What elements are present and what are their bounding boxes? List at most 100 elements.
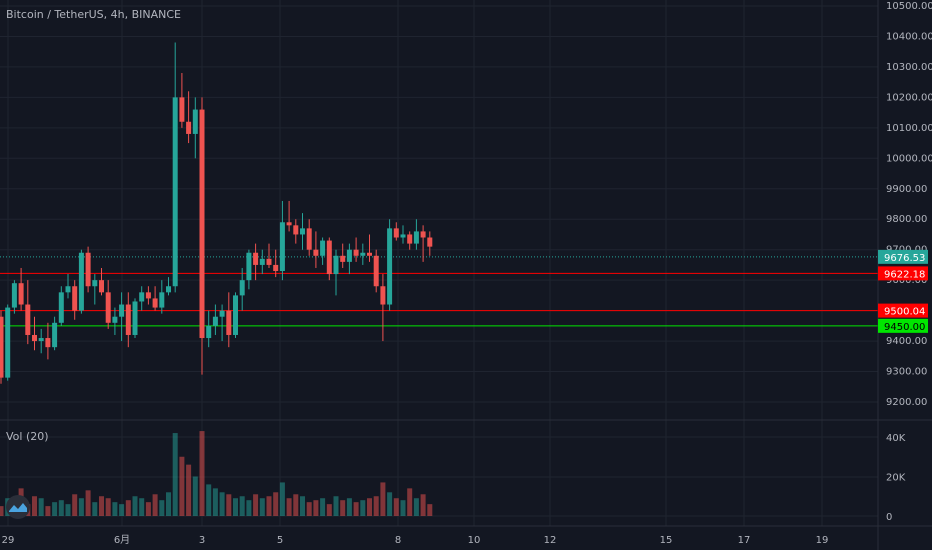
volume-bar[interactable] [233,498,238,516]
volume-bar[interactable] [206,484,212,516]
candle[interactable] [427,231,433,256]
volume-bar[interactable] [320,498,326,516]
volume-bar[interactable] [125,500,131,516]
candle[interactable] [58,286,64,326]
candle[interactable] [212,304,218,335]
candle[interactable] [105,280,111,329]
candle[interactable] [253,243,259,281]
volume-bar[interactable] [326,504,332,516]
candle[interactable] [239,267,245,311]
candle[interactable] [65,274,71,299]
candle[interactable] [186,91,192,144]
candle[interactable] [112,307,118,335]
candle[interactable] [320,237,326,265]
candle[interactable] [206,310,212,348]
volume-bar[interactable] [179,456,185,516]
volume-bar[interactable] [112,502,118,516]
volume-bar[interactable] [387,492,393,516]
volume-bar[interactable] [313,500,319,516]
volume-bar[interactable] [373,496,379,516]
candle[interactable] [32,316,37,351]
volume-bar[interactable] [346,498,352,516]
candle[interactable] [373,249,379,293]
volume-bar[interactable] [172,433,178,516]
candle[interactable] [353,237,359,262]
volume-bar[interactable] [367,498,372,516]
candle[interactable] [38,328,44,354]
candle[interactable] [360,243,366,265]
candle[interactable] [346,243,352,275]
candle[interactable] [5,304,11,381]
candle[interactable] [407,231,413,250]
candle[interactable] [333,249,339,296]
candle[interactable] [300,213,305,250]
volume-bar[interactable] [286,498,292,516]
candle[interactable] [72,280,78,320]
candle[interactable] [400,225,406,244]
volume-bar[interactable] [246,500,252,516]
horizontal-levels[interactable] [0,256,878,327]
volume-bar[interactable] [393,498,399,516]
candle[interactable] [367,234,372,262]
volume-indicator-title[interactable]: Vol (20) [6,430,49,443]
candle[interactable] [99,267,104,296]
volume-bar[interactable] [293,494,299,516]
volume-bar[interactable] [145,502,151,516]
candle[interactable] [393,222,399,241]
volume-bar[interactable] [427,504,433,516]
volume-axis[interactable]: 0 20K 40K [886,433,906,523]
volume-bar[interactable] [119,504,125,516]
volume-bar[interactable] [420,494,426,516]
volume-bar[interactable] [186,464,192,516]
candle[interactable] [313,231,319,268]
volume-bar[interactable] [266,496,272,516]
volume-bar[interactable] [78,498,84,516]
volume-bar[interactable] [219,492,225,516]
candle[interactable] [125,292,131,348]
volume-bars[interactable] [0,431,433,517]
candle[interactable] [259,249,265,275]
candle[interactable] [286,200,292,232]
candle[interactable] [0,310,4,384]
candle[interactable] [420,225,426,262]
candle[interactable] [52,316,58,351]
candle[interactable] [233,292,238,339]
candle[interactable] [11,280,17,314]
volume-bar[interactable] [413,498,419,516]
candle[interactable] [119,292,125,342]
tradingview-logo-icon[interactable] [6,495,30,519]
volume-bar[interactable] [192,476,198,517]
candle[interactable] [380,274,386,342]
volume-bar[interactable] [360,500,366,516]
volume-bar[interactable] [159,500,165,516]
candle[interactable] [139,286,145,311]
candle[interactable] [45,322,51,360]
volume-bar[interactable] [353,502,359,516]
candle[interactable] [273,249,279,278]
candle[interactable] [145,286,151,305]
candle[interactable] [159,280,165,314]
volume-bar[interactable] [300,496,305,516]
candle[interactable] [340,243,346,268]
volume-bar[interactable] [38,498,44,516]
candle[interactable] [326,237,332,281]
candle[interactable] [179,73,185,128]
volume-bar[interactable] [239,496,245,516]
volume-bar[interactable] [333,496,339,516]
volume-bar[interactable] [0,506,4,516]
volume-bar[interactable] [132,496,138,516]
candle[interactable] [306,219,312,256]
volume-bar[interactable] [85,490,91,516]
volume-bar[interactable] [45,506,51,516]
volume-bar[interactable] [152,494,158,516]
candle[interactable] [199,97,205,375]
candle[interactable] [152,286,158,311]
candle[interactable] [279,200,285,281]
candle[interactable] [413,219,419,250]
volume-bar[interactable] [407,488,413,516]
candle[interactable] [293,219,299,244]
volume-bar[interactable] [58,500,64,516]
volume-bar[interactable] [92,502,98,516]
